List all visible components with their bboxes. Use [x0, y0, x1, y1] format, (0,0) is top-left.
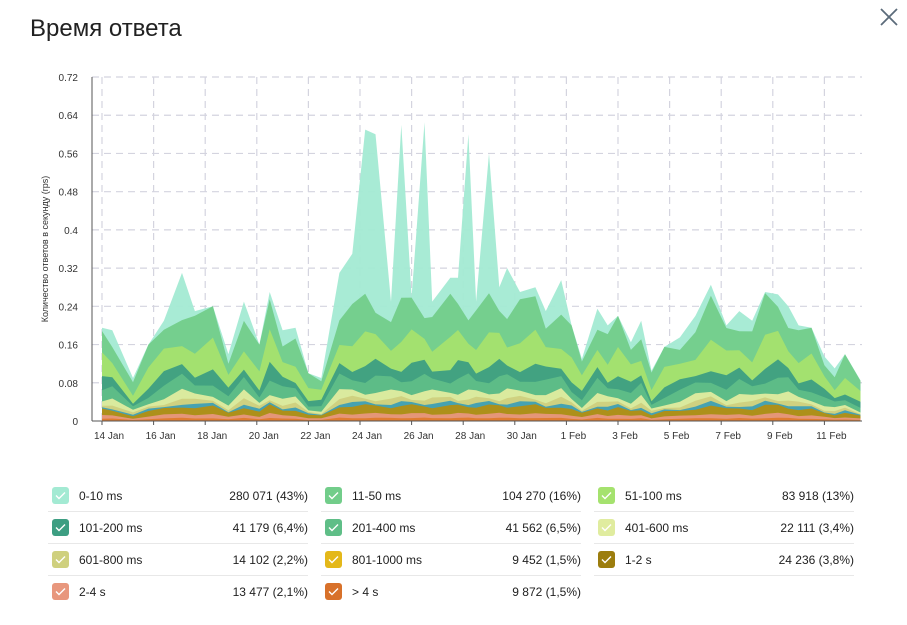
response-time-chart: 0 0.08 0.16 0.24 0.32 0.4 0.48 0.56 0.64 0.72 14 J… — [40, 73, 862, 442]
x-tick-label: 9 Feb — [767, 431, 793, 442]
legend-value: 280 071 (43%) — [229, 488, 308, 503]
legend-checkbox[interactable] — [598, 487, 615, 504]
legend-value: 9 452 (1,5%) — [512, 552, 581, 567]
legend-checkbox[interactable] — [52, 551, 69, 568]
x-tick-label: 24 Jan — [352, 431, 382, 442]
chart-areas — [102, 122, 861, 422]
legend-item[interactable]: > 4 s 9 872 (1,5%) — [321, 576, 581, 607]
legend-item[interactable]: 1-2 s 24 236 (3,8%) — [594, 544, 854, 576]
legend-value: 22 111 (3,4%) — [780, 520, 854, 535]
x-tick-label: 14 Jan — [94, 431, 124, 442]
legend-item[interactable]: 401-600 ms 22 111 (3,4%) — [594, 512, 854, 544]
legend-checkbox[interactable] — [598, 519, 615, 536]
check-icon — [328, 556, 339, 564]
legend-checkbox[interactable] — [325, 551, 342, 568]
legend-value: 9 872 (1,5%) — [512, 584, 581, 599]
y-tick-label: 0.08 — [59, 379, 79, 390]
check-icon — [601, 556, 612, 564]
legend-checkbox[interactable] — [52, 583, 69, 600]
legend-label: 1-2 s — [625, 552, 652, 567]
y-tick-label: 0.72 — [59, 73, 79, 84]
check-icon — [55, 492, 66, 500]
legend-value: 24 236 (3,8%) — [778, 552, 854, 567]
legend-checkbox[interactable] — [598, 551, 615, 568]
x-tick-label: 3 Feb — [612, 431, 638, 442]
area--4-s — [102, 417, 861, 421]
close-button[interactable] — [878, 6, 900, 28]
legend-label: 2-4 s — [79, 584, 106, 599]
check-icon — [55, 524, 66, 532]
legend-value: 83 918 (13%) — [781, 488, 854, 503]
legend-checkbox[interactable] — [325, 487, 342, 504]
check-icon — [601, 524, 612, 532]
legend-checkbox[interactable] — [52, 519, 69, 536]
legend-label: 201-400 ms — [352, 520, 416, 535]
check-icon — [55, 556, 66, 564]
legend-value: 41 562 (6,5%) — [505, 520, 581, 535]
check-icon — [601, 492, 612, 500]
x-tick-label: 20 Jan — [249, 431, 279, 442]
legend-value: 104 270 (16%) — [502, 488, 581, 503]
x-tick-label: 30 Jan — [507, 431, 537, 442]
x-tick-label: 22 Jan — [300, 431, 330, 442]
legend-label: 401-600 ms — [625, 520, 689, 535]
legend-item[interactable]: 201-400 ms 41 562 (6,5%) — [321, 512, 581, 544]
legend-item[interactable]: 0-10 ms 280 071 (43%) — [48, 480, 308, 512]
y-tick-label: 0.4 — [64, 226, 78, 237]
legend-item[interactable]: 801-1000 ms 9 452 (1,5%) — [321, 544, 581, 576]
x-tick-label: 7 Feb — [715, 431, 741, 442]
legend-value: 13 477 (2,1%) — [232, 584, 308, 599]
legend-item[interactable]: 11-50 ms 104 270 (16%) — [321, 480, 581, 512]
page-title: Время ответа — [30, 15, 182, 42]
y-tick-label: 0 — [72, 417, 78, 428]
y-tick-label: 0.24 — [59, 302, 79, 313]
y-tick-label: 0.32 — [59, 264, 79, 275]
y-axis-label: Количество ответов в секунду (rps) — [40, 176, 50, 323]
y-tick-label: 0.16 — [59, 341, 79, 352]
legend-checkbox[interactable] — [325, 519, 342, 536]
check-icon — [55, 588, 66, 596]
x-tick-label: 11 Feb — [816, 431, 847, 442]
check-icon — [328, 524, 339, 532]
legend-item[interactable]: 2-4 s 13 477 (2,1%) — [48, 576, 308, 607]
y-tick-label: 0.56 — [59, 149, 79, 160]
x-tick-label: 5 Feb — [664, 431, 690, 442]
legend-label: 51-100 ms — [625, 488, 682, 503]
legend-label: 0-10 ms — [79, 488, 123, 503]
legend-label: 101-200 ms — [79, 520, 143, 535]
y-tick-label: 0.64 — [59, 111, 79, 122]
x-tick-label: 28 Jan — [455, 431, 485, 442]
x-tick-label: 26 Jan — [404, 431, 434, 442]
y-tick-label: 0.48 — [59, 188, 79, 199]
legend-label: > 4 s — [352, 584, 379, 599]
check-icon — [328, 492, 339, 500]
legend-label: 801-1000 ms — [352, 552, 423, 567]
legend-item[interactable]: 101-200 ms 41 179 (6,4%) — [48, 512, 308, 544]
legend-label: 601-800 ms — [79, 552, 143, 567]
legend-checkbox[interactable] — [52, 487, 69, 504]
legend-value: 41 179 (6,4%) — [232, 520, 308, 535]
legend-value: 14 102 (2,2%) — [232, 552, 308, 567]
x-tick-label: 18 Jan — [197, 431, 227, 442]
check-icon — [328, 588, 339, 596]
legend-checkbox[interactable] — [325, 583, 342, 600]
close-icon — [880, 8, 898, 26]
x-tick-label: 16 Jan — [146, 431, 176, 442]
legend-item[interactable]: 51-100 ms 83 918 (13%) — [594, 480, 854, 512]
legend-item[interactable]: 601-800 ms 14 102 (2,2%) — [48, 544, 308, 576]
legend-label: 11-50 ms — [352, 488, 402, 503]
x-tick-label: 1 Feb — [561, 431, 587, 442]
chart-legend: 0-10 ms 280 071 (43%) 11-50 ms 104 270 (16%… — [48, 480, 858, 607]
